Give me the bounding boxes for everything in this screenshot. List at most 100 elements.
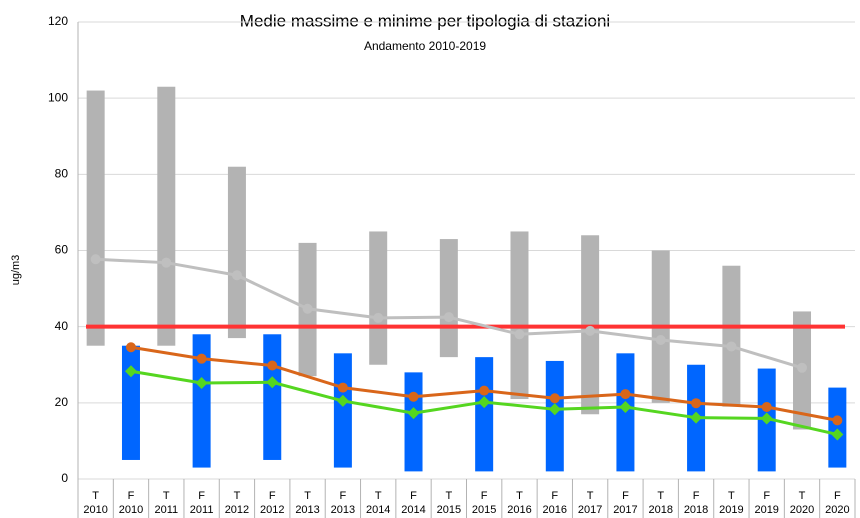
range-bar	[545, 360, 564, 472]
point	[443, 312, 454, 323]
x-tick-label: 2017	[578, 504, 602, 516]
x-tick-label: T	[445, 490, 452, 502]
x-tick-label: 2017	[613, 504, 637, 516]
range-bar	[121, 345, 140, 460]
x-tick-label: F	[834, 490, 841, 502]
point	[655, 334, 666, 345]
point	[373, 312, 384, 323]
x-tick-label: T	[92, 490, 99, 502]
x-tick-label: 2020	[825, 504, 849, 516]
x-tick-label: 2019	[754, 504, 778, 516]
x-tick-label: F	[551, 490, 558, 502]
point	[549, 393, 560, 404]
x-tick-label: T	[304, 490, 311, 502]
x-tick-label: T	[728, 490, 735, 502]
x-tick-label: 2018	[684, 504, 708, 516]
range-bar	[227, 166, 246, 339]
point	[690, 411, 703, 424]
y-tick-label: 0	[61, 471, 68, 485]
y-tick-label: 40	[55, 319, 69, 333]
x-tick-label: T	[516, 490, 523, 502]
x-tick-label: F	[269, 490, 276, 502]
y-tick-label: 60	[55, 243, 69, 257]
x-tick-label: F	[763, 490, 770, 502]
range-bar	[86, 90, 105, 346]
x-tick-label: 2010	[119, 504, 143, 516]
point	[195, 377, 208, 390]
x-tick-label: 2011	[154, 504, 178, 516]
point	[196, 353, 207, 364]
point	[514, 329, 525, 340]
point	[726, 341, 737, 352]
point	[479, 385, 490, 396]
x-tick-label: 2010	[83, 504, 107, 516]
x-tick-label: 2020	[790, 504, 814, 516]
x-tick-label: 2014	[401, 504, 425, 516]
range-bar	[333, 353, 352, 468]
chart-title: Medie massime e minime per tipologia di …	[240, 11, 610, 30]
x-tick-label: T	[163, 490, 170, 502]
point	[161, 257, 172, 268]
point	[337, 382, 348, 393]
range-bar	[439, 239, 458, 358]
range-bar	[828, 387, 847, 468]
point	[125, 342, 136, 353]
y-axis-label: ug/m3	[10, 255, 22, 286]
point	[585, 325, 596, 336]
x-tick-label: F	[693, 490, 700, 502]
x-tick-label: F	[410, 490, 417, 502]
x-tick-label: 2012	[225, 504, 249, 516]
point	[797, 362, 808, 373]
x-tick-label: F	[622, 490, 629, 502]
x-tick-label: F	[128, 490, 135, 502]
range-bar	[510, 231, 529, 400]
point	[336, 394, 349, 407]
x-tick-label: 2016	[507, 504, 531, 516]
range-bar	[722, 265, 741, 407]
x-tick-label: F	[198, 490, 205, 502]
range-bar	[192, 334, 211, 468]
point	[266, 376, 279, 389]
point	[407, 407, 420, 420]
point	[761, 402, 772, 413]
point	[90, 254, 101, 265]
point	[691, 398, 702, 409]
range-bar	[369, 231, 388, 365]
x-tick-label: 2018	[649, 504, 673, 516]
point	[760, 412, 773, 425]
x-tick-label: F	[340, 490, 347, 502]
point	[619, 401, 632, 414]
x-tick-label: 2015	[472, 504, 496, 516]
x-tick-label: 2014	[366, 504, 390, 516]
x-tick-label: T	[375, 490, 382, 502]
x-tick-label: 2019	[719, 504, 743, 516]
point	[302, 303, 313, 314]
x-tick-label: T	[657, 490, 664, 502]
x-tick-label: 2013	[295, 504, 319, 516]
range-bar	[475, 357, 494, 472]
x-tick-label: 2013	[331, 504, 355, 516]
y-tick-label: 100	[48, 90, 68, 104]
y-tick-label: 80	[55, 167, 69, 181]
point	[831, 428, 844, 441]
point	[832, 415, 843, 426]
x-tick-label: 2015	[437, 504, 461, 516]
point	[267, 360, 278, 371]
x-tick-label: 2016	[543, 504, 567, 516]
point	[548, 403, 561, 416]
range-bar	[404, 372, 423, 472]
y-tick-label: 120	[48, 14, 68, 28]
x-tick-label: T	[234, 490, 241, 502]
chart-subtitle: Andamento 2010-2019	[364, 39, 486, 53]
range-bar	[157, 86, 176, 346]
point	[478, 396, 491, 409]
x-tick-label: F	[481, 490, 488, 502]
point	[124, 365, 137, 378]
y-tick-label: 20	[55, 395, 69, 409]
x-tick-label: T	[587, 490, 594, 502]
x-tick-label: T	[799, 490, 806, 502]
range-bar	[263, 334, 282, 460]
point	[231, 270, 242, 281]
point	[620, 389, 631, 400]
